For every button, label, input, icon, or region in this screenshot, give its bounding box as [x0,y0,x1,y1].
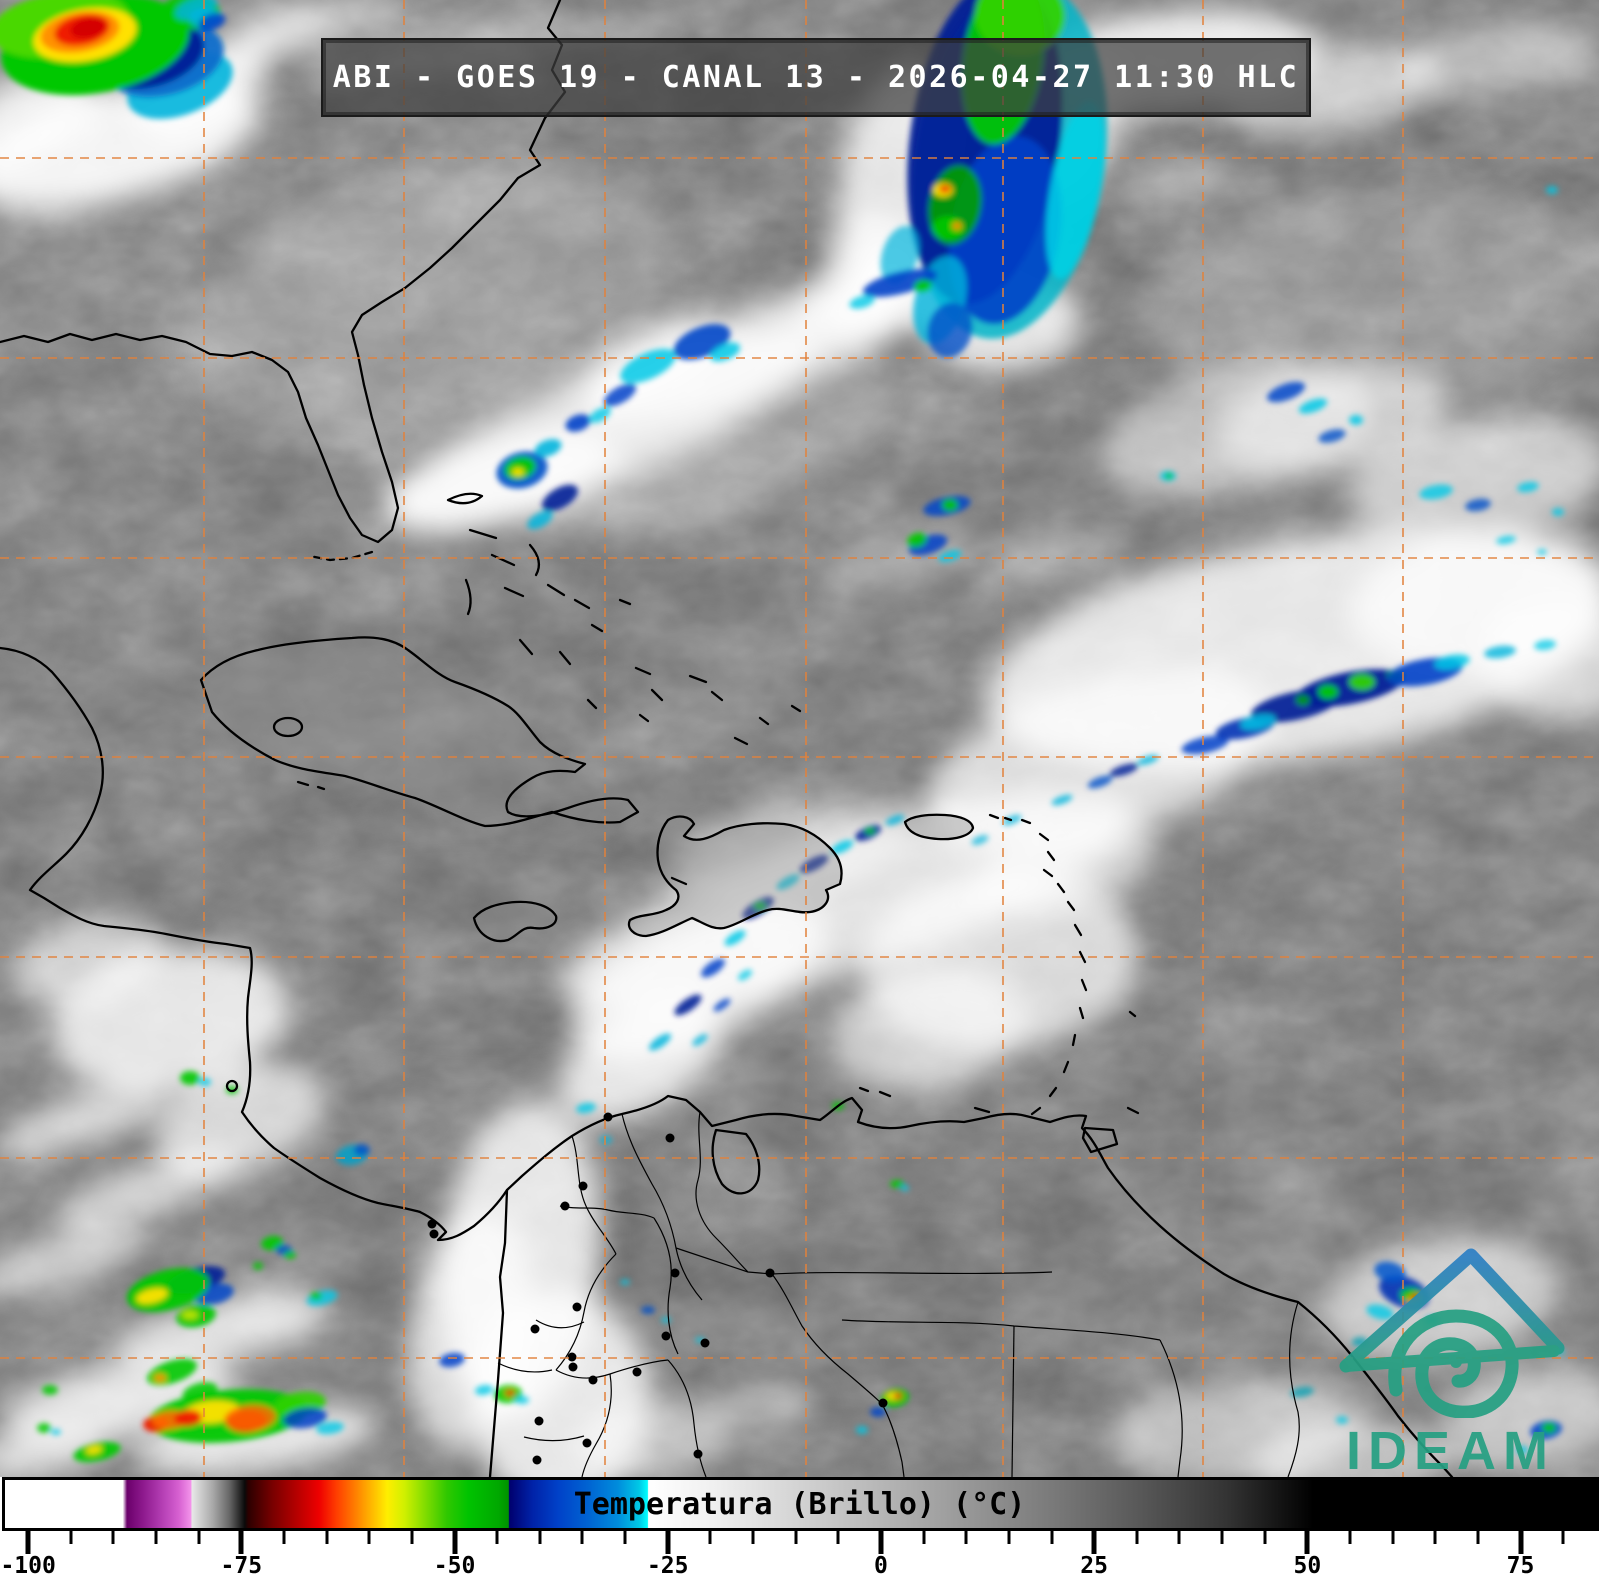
logo-hurricane-spiral-icon [1388,1309,1519,1418]
city-dot [429,1229,439,1239]
city-dot [665,1133,675,1143]
colorbar-minor-tick [1476,1531,1480,1544]
image-title-text: ABI - GOES 19 - CANAL 13 - 2026-04-27 11… [332,60,1300,95]
logo-mountain-icon [1339,1248,1565,1373]
logo-swoosh-icon [1340,1345,1560,1372]
city-dot [603,1112,613,1122]
coast-pacific-colombia [488,1188,509,1477]
city-dot [878,1398,888,1408]
city-dot [582,1438,592,1448]
coast-lesser-antilles [858,813,1140,1154]
colorbar-minor-tick [580,1531,584,1544]
colorbar-minor-tick [751,1531,755,1544]
satellite-map-area: ABI - GOES 19 - CANAL 13 - 2026-04-27 11… [0,0,1599,1477]
colorbar-tick-label: -100 [0,1553,56,1577]
coast-isla-juventud [272,716,304,738]
logo-eye-dot [1450,1356,1462,1368]
colorbar-minor-tick [1177,1531,1181,1544]
colorbar-minor-tick [922,1531,926,1544]
city-dot [560,1201,570,1211]
colorbar-major-tick [1304,1531,1310,1554]
colorbar-minor-tick [197,1531,201,1544]
colorbar-minor-tick [1391,1531,1395,1544]
city-dot [567,1352,577,1362]
colorbar-tick-label: 25 [1080,1553,1108,1577]
colorbar: Temperatura (Brillo) (°C) -100 -75 -50 -25 0… [0,1477,1599,1577]
colorbar-minor-tick [367,1531,371,1544]
colorbar-major-tick [1518,1531,1524,1554]
coast-cuba [199,636,640,828]
colorbar-major-tick [1091,1531,1097,1554]
image-title-bar: ABI - GOES 19 - CANAL 13 - 2026-04-27 11… [321,38,1311,117]
lake-maracaibo [711,1128,761,1195]
coast-us-southeast [0,0,567,544]
colorbar-tick-label: -75 [220,1553,263,1577]
colorbar-minor-tick [1007,1531,1011,1544]
coast-bahamas [446,492,802,746]
city-dot [530,1324,540,1334]
colorbar-minor-tick [1135,1531,1139,1544]
city-dot [700,1338,710,1348]
coast-puerto-rico [903,813,975,841]
colorbar-minor-tick [1263,1531,1267,1544]
colorbar-tick-label: 75 [1506,1553,1535,1577]
colorbar-minor-tick [1433,1531,1437,1544]
coast-hispaniola [627,815,843,938]
colorbar-major-tick [25,1531,31,1554]
colorbar-minor-tick [111,1531,115,1544]
colorbar-major-tick [665,1531,671,1554]
colorbar-axis: -100 -75 -50 -25 0 25 50 75 [0,1531,1599,1577]
colorbar-minor-tick [1561,1531,1565,1544]
ideam-logo: IDEAM [1328,1238,1573,1477]
city-dot [572,1302,582,1312]
ideam-logo-text: IDEAM [1346,1421,1555,1477]
ideam-logo-mark [1339,1248,1565,1418]
colorbar-tick-label: 50 [1293,1553,1322,1577]
city-dot [661,1331,671,1341]
city-dot [693,1449,703,1459]
colorbar-minor-tick [794,1531,798,1544]
colorbar-tick-label: 0 [874,1553,888,1577]
political-borders [497,1111,1300,1477]
coast-gonave [670,876,688,886]
colorbar-minor-tick [623,1531,627,1544]
city-dot [670,1268,680,1278]
graticule [0,0,1599,1477]
city-dot [532,1455,542,1465]
colorbar-minor-tick [410,1531,414,1544]
colorbar-minor-tick [325,1531,329,1544]
colorbar-major-tick [452,1531,458,1554]
colorbar-gradient [2,1477,1599,1531]
colorbar-minor-tick [1220,1531,1224,1544]
colorbar-minor-tick [154,1531,158,1544]
coast-jamaica [472,900,558,943]
satellite-imagery [0,0,1599,1477]
city-dot [568,1362,578,1372]
city-dot [632,1367,642,1377]
colorbar-minor-tick [495,1531,499,1544]
coast-cayman [296,780,326,791]
colorbar-minor-tick [1348,1531,1352,1544]
city-dot [765,1268,775,1278]
city-dot [588,1375,598,1385]
colorbar-tick-label: -25 [646,1553,689,1577]
colorbar-minor-tick [836,1531,840,1544]
colorbar-major-tick [878,1531,884,1554]
coastlines [0,0,1454,1477]
colorbar-minor-tick [69,1531,73,1544]
colorbar-major-tick [238,1531,244,1554]
city-dot [534,1416,544,1426]
colorbar-minor-tick [964,1531,968,1544]
colorbar-minor-tick [708,1531,712,1544]
colorbar-minor-tick [282,1531,286,1544]
lake-nicaragua [225,1079,239,1093]
city-dots [427,1112,888,1465]
colorbar-minor-tick [538,1531,542,1544]
convection-cells [0,0,1565,1463]
city-dot [578,1181,588,1191]
colorbar-tick-label: -50 [433,1553,476,1577]
colorbar-minor-tick [1050,1531,1053,1544]
city-dot [427,1219,437,1229]
